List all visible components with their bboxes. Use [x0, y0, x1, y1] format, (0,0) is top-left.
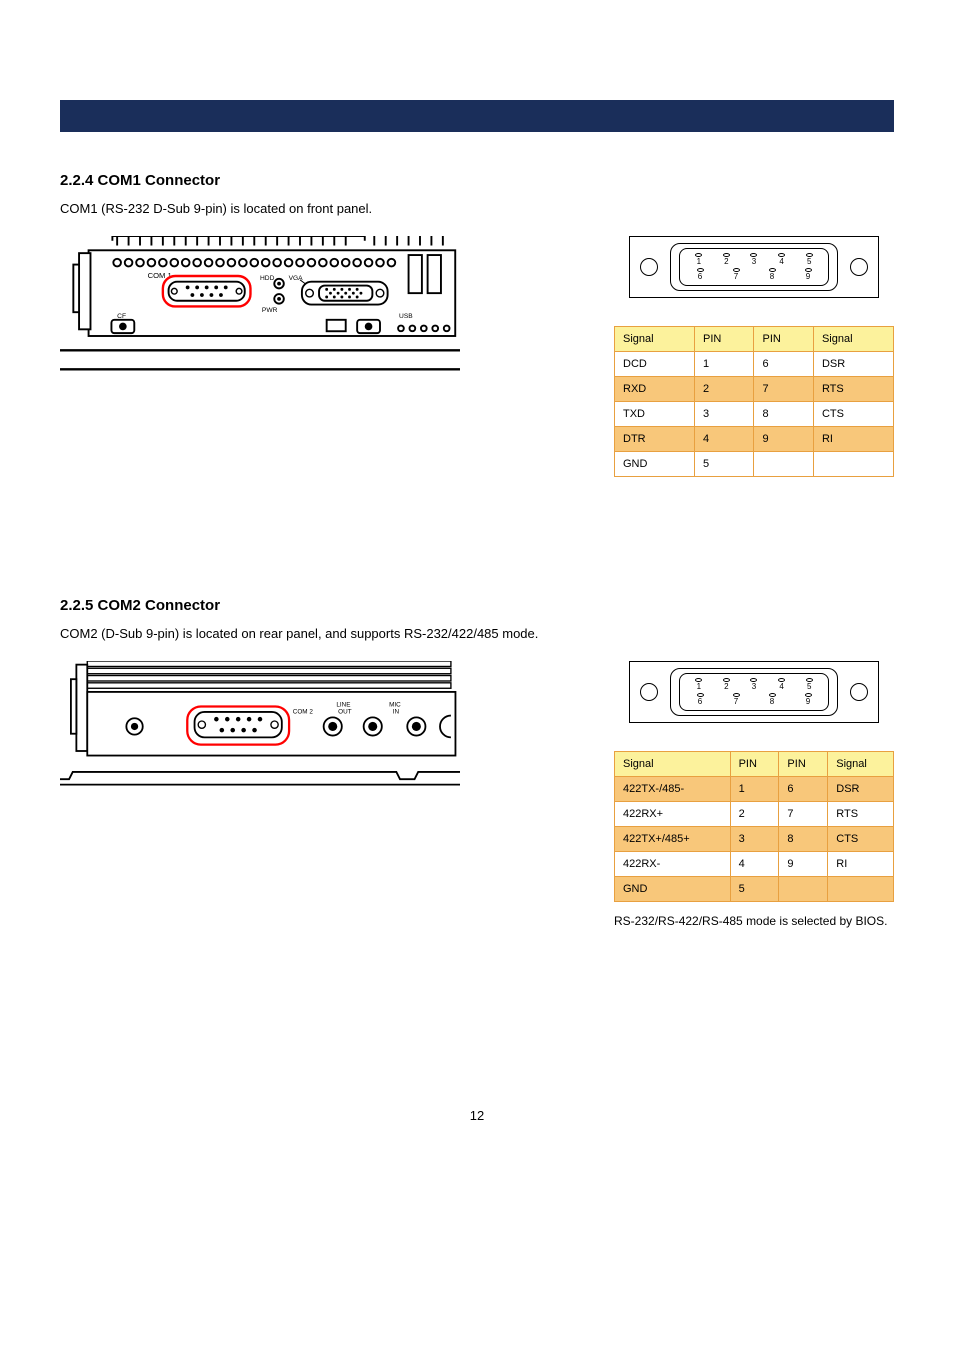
hdd-label: HDD — [260, 275, 275, 282]
db9-screw-right — [850, 258, 868, 276]
svg-text:OUT: OUT — [338, 709, 352, 716]
th-pin-l: PIN — [695, 327, 754, 352]
rear-panel-diagram: COM 2 LINE OUT MIC IN — [60, 661, 574, 806]
section2-desc: COM2 (D-Sub 9-pin) is located on rear pa… — [60, 626, 894, 641]
th-pin-r: PIN — [754, 327, 813, 352]
db9-screw-right-2 — [850, 683, 868, 701]
section1-desc: COM1 (RS-232 D-Sub 9-pin) is located on … — [60, 201, 894, 216]
front-panel-diagram: COM 1 HDD PWR VGA — [60, 236, 574, 388]
lineout-label: LINE — [336, 701, 350, 708]
db9-connector-figure-1: 1 2 3 4 5 6 7 8 9 — [629, 236, 879, 298]
db9-pin-block-2: 1 2 3 4 5 6 7 8 9 — [670, 668, 838, 716]
page-number: 12 — [60, 1108, 894, 1123]
mode-note: RS-232/RS-422/RS-485 mode is selected by… — [614, 914, 894, 928]
th-signal: Signal — [615, 327, 695, 352]
db9-screw-left-2 — [640, 683, 658, 701]
usb-label: USB — [399, 313, 413, 320]
svg-text:IN: IN — [393, 709, 400, 716]
com2-pin-table: Signal PIN PIN Signal 422TX-/485-16DSR 4… — [614, 751, 894, 902]
micin-label: MIC — [389, 701, 401, 708]
com1-pin-table: Signal PIN PIN Signal DCD16DSR RXD27RTS … — [614, 326, 894, 477]
section1-title: 2.2.4 COM1 Connector — [60, 172, 894, 189]
th-signal-r: Signal — [813, 327, 893, 352]
pwr-label: PWR — [262, 307, 278, 314]
db9-screw-left — [640, 258, 658, 276]
cf-label: CF — [117, 313, 126, 320]
section2-title: 2.2.5 COM2 Connector — [60, 597, 894, 614]
db9-connector-figure-2: 1 2 3 4 5 6 7 8 9 — [629, 661, 879, 723]
com2-label: COM 2 — [293, 709, 314, 716]
db9-pin-block: 1 2 3 4 5 6 7 8 9 — [670, 243, 838, 291]
header-bar — [60, 100, 894, 132]
